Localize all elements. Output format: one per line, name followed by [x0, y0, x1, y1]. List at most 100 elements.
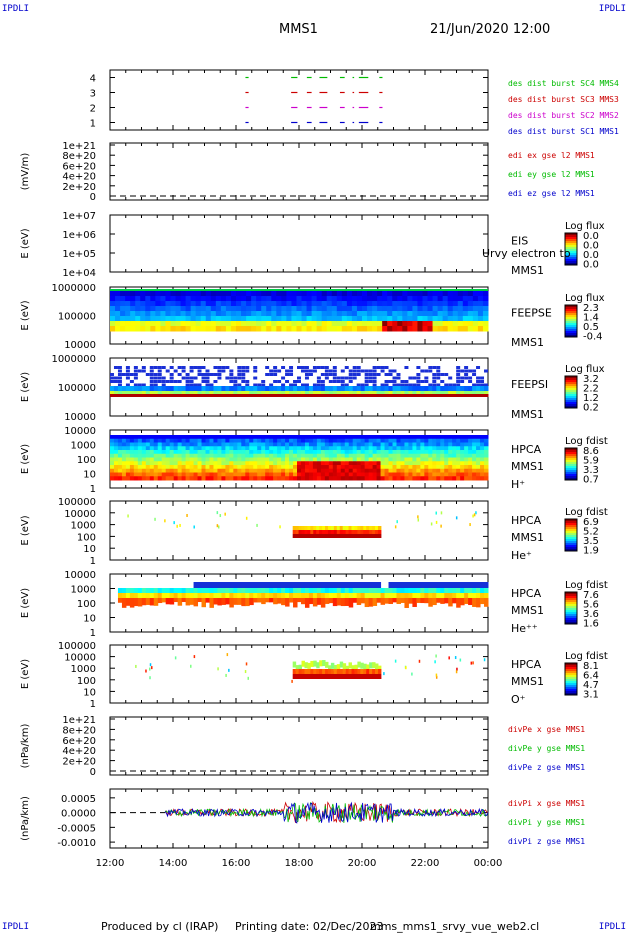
spectrogram-cell [209, 435, 214, 440]
spectrogram-cell [113, 391, 119, 394]
spectrogram-cell [125, 316, 131, 322]
colorbar-swatch [565, 673, 577, 676]
footer-produced-by: Produced by cl (IRAP) [101, 920, 219, 933]
spectrogram-cell [408, 588, 413, 593]
spectrogram-cell [400, 442, 405, 447]
spectrogram-cell [117, 457, 123, 462]
spectrogram-cell [193, 655, 196, 659]
spectrogram-cell [157, 472, 163, 477]
spectrogram-cell [137, 457, 143, 462]
spectrogram-cell [257, 386, 262, 391]
spectrogram-cell [157, 468, 163, 473]
spectrogram-cell [392, 457, 397, 462]
spectrogram-cell [344, 435, 350, 440]
spectrogram-cell [137, 588, 143, 593]
spectrogram-cell [125, 465, 131, 470]
spectrogram-cell [444, 582, 449, 588]
spectrogram-cell [319, 534, 323, 538]
time-tick-label: 20:00 [348, 858, 377, 869]
spectrogram-cell [281, 366, 286, 369]
spectrogram-cell [269, 453, 274, 458]
mission-title: MMS1 [279, 22, 318, 37]
spectrogram-cell [460, 461, 465, 466]
spectrogram-cell [269, 461, 274, 466]
spectrogram-cell [289, 383, 294, 387]
spectrogram-cell [161, 383, 166, 387]
spectrogram-cell [404, 380, 409, 383]
spectrogram-cell [412, 383, 417, 387]
colorbar-swatch [565, 325, 577, 328]
spectrogram-cell [265, 598, 270, 603]
spectrogram-cell [125, 306, 131, 312]
legend-entry: divPe x gse MMS1 [508, 725, 585, 734]
spectrogram-cell [145, 468, 151, 473]
spectrogram-cell [424, 465, 429, 470]
spectrogram-cell [201, 446, 206, 451]
spectrogram-cell [185, 373, 190, 376]
spectrogram-cell [432, 438, 437, 443]
spectrogram-cell [472, 383, 477, 387]
spectrogram-cell [241, 582, 246, 588]
colorbar-title: Log fdist [565, 436, 608, 447]
panel-side-label: MMS1 [511, 675, 544, 688]
spectrogram-cell [153, 472, 159, 477]
spectrogram-cell [308, 386, 314, 391]
spectrogram-cell [269, 394, 274, 397]
spectrogram-cell [392, 588, 397, 593]
spectrogram-cell [424, 386, 429, 391]
spectrogram-cell [407, 316, 413, 322]
spectrogram-cell [205, 296, 212, 302]
y-tick-label: 2e+20 [62, 182, 96, 193]
spectrogram-cell [177, 446, 183, 451]
spectrogram-cell [436, 394, 441, 397]
colorbar-swatch [565, 683, 577, 686]
spectrogram-cell [205, 461, 210, 466]
spectrogram-cell [193, 525, 195, 529]
spectrogram-cell [404, 588, 409, 593]
spectrogram-cell [404, 446, 409, 451]
spectrogram-cell [261, 391, 266, 394]
spectrogram-cell [340, 453, 346, 458]
spectrogram-cell [215, 311, 222, 317]
spectrogram-cell [316, 301, 323, 307]
spectrogram-cell [384, 593, 390, 598]
spectrogram-cell [306, 301, 313, 307]
spectrogram-cell [376, 438, 382, 443]
spectrogram-cell [316, 383, 321, 387]
spectrogram-cell [133, 588, 139, 593]
spectrogram-cell [436, 442, 441, 447]
spectrogram-cell [229, 435, 234, 440]
spectrogram-cell [197, 472, 203, 477]
spectrogram-cell [261, 326, 267, 332]
spectrogram-cell [157, 394, 163, 397]
spectrogram-cell [342, 534, 347, 538]
colorbar-swatch [565, 235, 577, 238]
spectrogram-cell [149, 366, 154, 369]
spectrogram-cell [161, 593, 167, 598]
spectrogram-cell [407, 296, 413, 302]
spectrogram-cell [484, 453, 489, 458]
spectrogram-cell [177, 472, 183, 477]
spectrogram-cell [321, 296, 328, 302]
spectrogram-cell [468, 380, 473, 383]
spectrogram-cell [245, 457, 250, 462]
spectrogram-cell [331, 311, 338, 317]
spectrogram-cell [217, 394, 222, 397]
spectrogram-cell [257, 394, 262, 397]
spectrogram-cell [181, 472, 187, 477]
colorbar-swatch [565, 549, 577, 552]
spectrogram-cell [271, 321, 277, 327]
spectrogram-cell [380, 391, 386, 394]
spectrogram-cell [129, 457, 135, 462]
spectrogram-cell [241, 394, 246, 397]
spectrogram-cell [412, 593, 417, 598]
spectrogram-cell [155, 291, 161, 297]
spectrogram-cell [225, 457, 230, 462]
spectrogram-cell [173, 457, 179, 462]
spectrogram-cell [205, 391, 210, 394]
spectrogram-cell [366, 664, 370, 671]
spectrogram-cell [117, 468, 123, 473]
spectrogram-cell [428, 468, 433, 473]
spectrogram-cell [273, 394, 278, 397]
spectrogram-cell [468, 435, 473, 440]
